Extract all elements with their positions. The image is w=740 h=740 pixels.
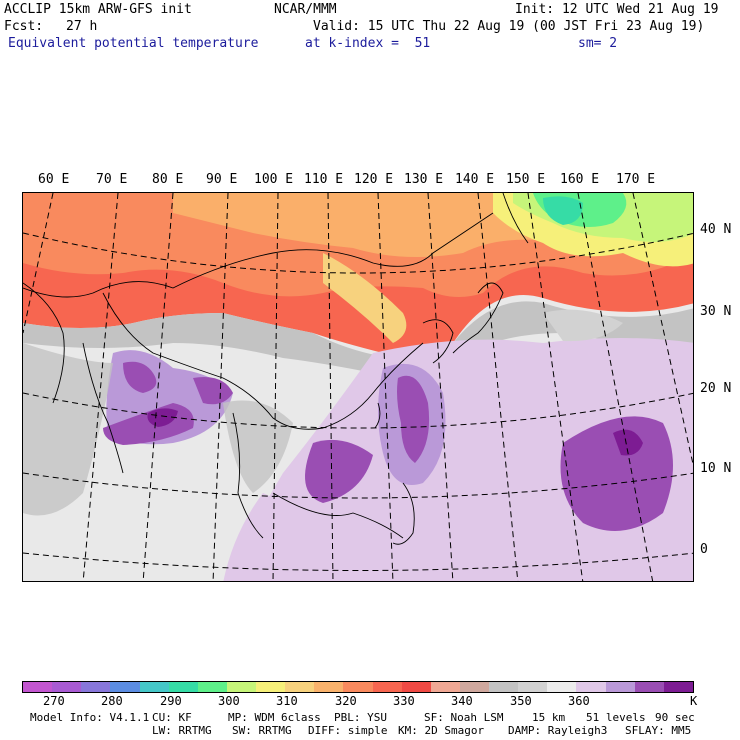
lon-label: 110 E <box>304 172 344 187</box>
equivalent-potential-temperature-map <box>23 193 693 581</box>
colorbar-swatch <box>576 682 606 692</box>
footer-cu: CU: KF <box>152 711 192 724</box>
colorbar-swatch <box>197 682 227 692</box>
colorbar-swatch <box>605 682 635 692</box>
colorbar-swatch <box>226 682 256 692</box>
colorbar-swatch <box>430 682 460 692</box>
colorbar-label: 280 <box>101 694 123 708</box>
lon-label: 170 E <box>616 172 656 187</box>
colorbar-swatch <box>81 682 111 692</box>
colorbar-label: 340 <box>451 694 473 708</box>
lon-label: 160 E <box>560 172 600 187</box>
field-name: Equivalent potential temperature <box>8 36 259 51</box>
lon-label: 130 E <box>404 172 444 187</box>
map-panel <box>22 192 694 582</box>
footer-levels: 51 levels <box>586 711 646 724</box>
level-label: at k-index = 51 <box>305 36 431 51</box>
colorbar-label: 300 <box>218 694 240 708</box>
colorbar-label: 360 <box>568 694 590 708</box>
colorbar-swatch <box>168 682 198 692</box>
colorbar-swatch <box>634 682 664 692</box>
colorbar-label: 330 <box>393 694 415 708</box>
colorbar-swatch <box>489 682 519 692</box>
colorbar-label: 350 <box>510 694 532 708</box>
lat-label: 0 <box>700 542 708 557</box>
lon-label: 120 E <box>354 172 394 187</box>
valid-time: Valid: 15 UTC Thu 22 Aug 19 (00 JST Fri … <box>313 19 705 34</box>
colorbar-swatch <box>285 682 315 692</box>
footer-diff: DIFF: simple <box>308 724 388 737</box>
footer-mp: MP: WDM 6class <box>228 711 321 724</box>
lon-label: 60 E <box>38 172 70 187</box>
lon-label: 80 E <box>152 172 184 187</box>
colorbar-swatch <box>314 682 344 692</box>
smoothing-label: sm= 2 <box>578 36 618 51</box>
colorbar-swatch <box>372 682 402 692</box>
lon-label: 150 E <box>506 172 546 187</box>
footer-sw: SW: RRTMG <box>232 724 292 737</box>
colorbar-swatch <box>256 682 286 692</box>
footer-damp: DAMP: Rayleigh3 <box>508 724 608 737</box>
colorbar-label: 290 <box>160 694 182 708</box>
colorbar-swatch <box>547 682 577 692</box>
lon-label: 90 E <box>206 172 238 187</box>
lat-label: 40 N <box>700 222 732 237</box>
colorbar-swatch <box>23 682 53 692</box>
forecast-hour: 27 h <box>66 19 98 34</box>
colorbar-swatch <box>343 682 373 692</box>
center-label: NCAR/MMM <box>274 2 337 17</box>
colorbar-swatch <box>459 682 489 692</box>
colorbar-swatch <box>663 682 693 692</box>
footer-pbl: PBL: YSU <box>334 711 387 724</box>
colorbar-swatch <box>401 682 431 692</box>
footer-timestep: 90 sec <box>655 711 695 724</box>
lat-label: 30 N <box>700 304 732 319</box>
colorbar-label: 270 <box>43 694 65 708</box>
colorbar-unit: K <box>690 694 698 708</box>
lat-label: 10 N <box>700 461 732 476</box>
footer-sf: SF: Noah LSM <box>424 711 504 724</box>
model-title: ACCLIP 15km ARW-GFS init <box>4 2 192 17</box>
colorbar <box>22 681 694 693</box>
lon-label: 70 E <box>96 172 128 187</box>
footer-resolution: 15 km <box>532 711 566 724</box>
lon-label: 100 E <box>254 172 294 187</box>
footer-km: KM: 2D Smagor <box>398 724 485 737</box>
footer-lw: LW: RRTMG <box>152 724 212 737</box>
colorbar-swatch <box>110 682 140 692</box>
colorbar-swatch <box>52 682 82 692</box>
footer-sflay: SFLAY: MM5 <box>625 724 692 737</box>
colorbar-swatch <box>518 682 548 692</box>
footer-model-info: Model Info: V4.1.1 <box>30 711 150 724</box>
lon-label: 140 E <box>455 172 495 187</box>
colorbar-label: 310 <box>276 694 298 708</box>
init-time: Init: 12 UTC Wed 21 Aug 19 <box>515 2 719 17</box>
lat-label: 20 N <box>700 381 732 396</box>
colorbar-swatch <box>139 682 169 692</box>
colorbar-label: 320 <box>335 694 357 708</box>
forecast-label: Fcst: <box>4 19 44 34</box>
